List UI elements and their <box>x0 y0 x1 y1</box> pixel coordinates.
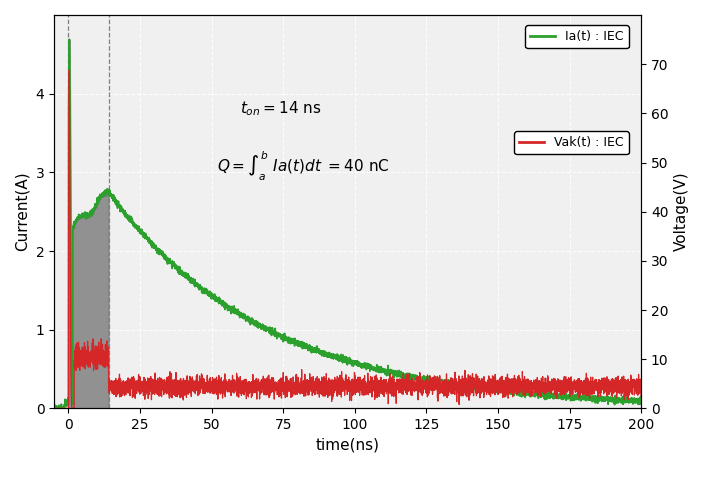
Text: $t_{on}=14\ \mathrm{ns}$: $t_{on}=14\ \mathrm{ns}$ <box>240 99 322 118</box>
X-axis label: time(ns): time(ns) <box>315 438 379 453</box>
Y-axis label: Voltage(V): Voltage(V) <box>674 172 689 251</box>
Legend: Vak(t) : IEC: Vak(t) : IEC <box>515 131 629 154</box>
Y-axis label: Current(A): Current(A) <box>15 172 30 251</box>
Text: $Q=\int_{a}^{b}\ Ia(t)dt\ =40\ \mathrm{nC}$: $Q=\int_{a}^{b}\ Ia(t)dt\ =40\ \mathrm{n… <box>218 149 390 183</box>
